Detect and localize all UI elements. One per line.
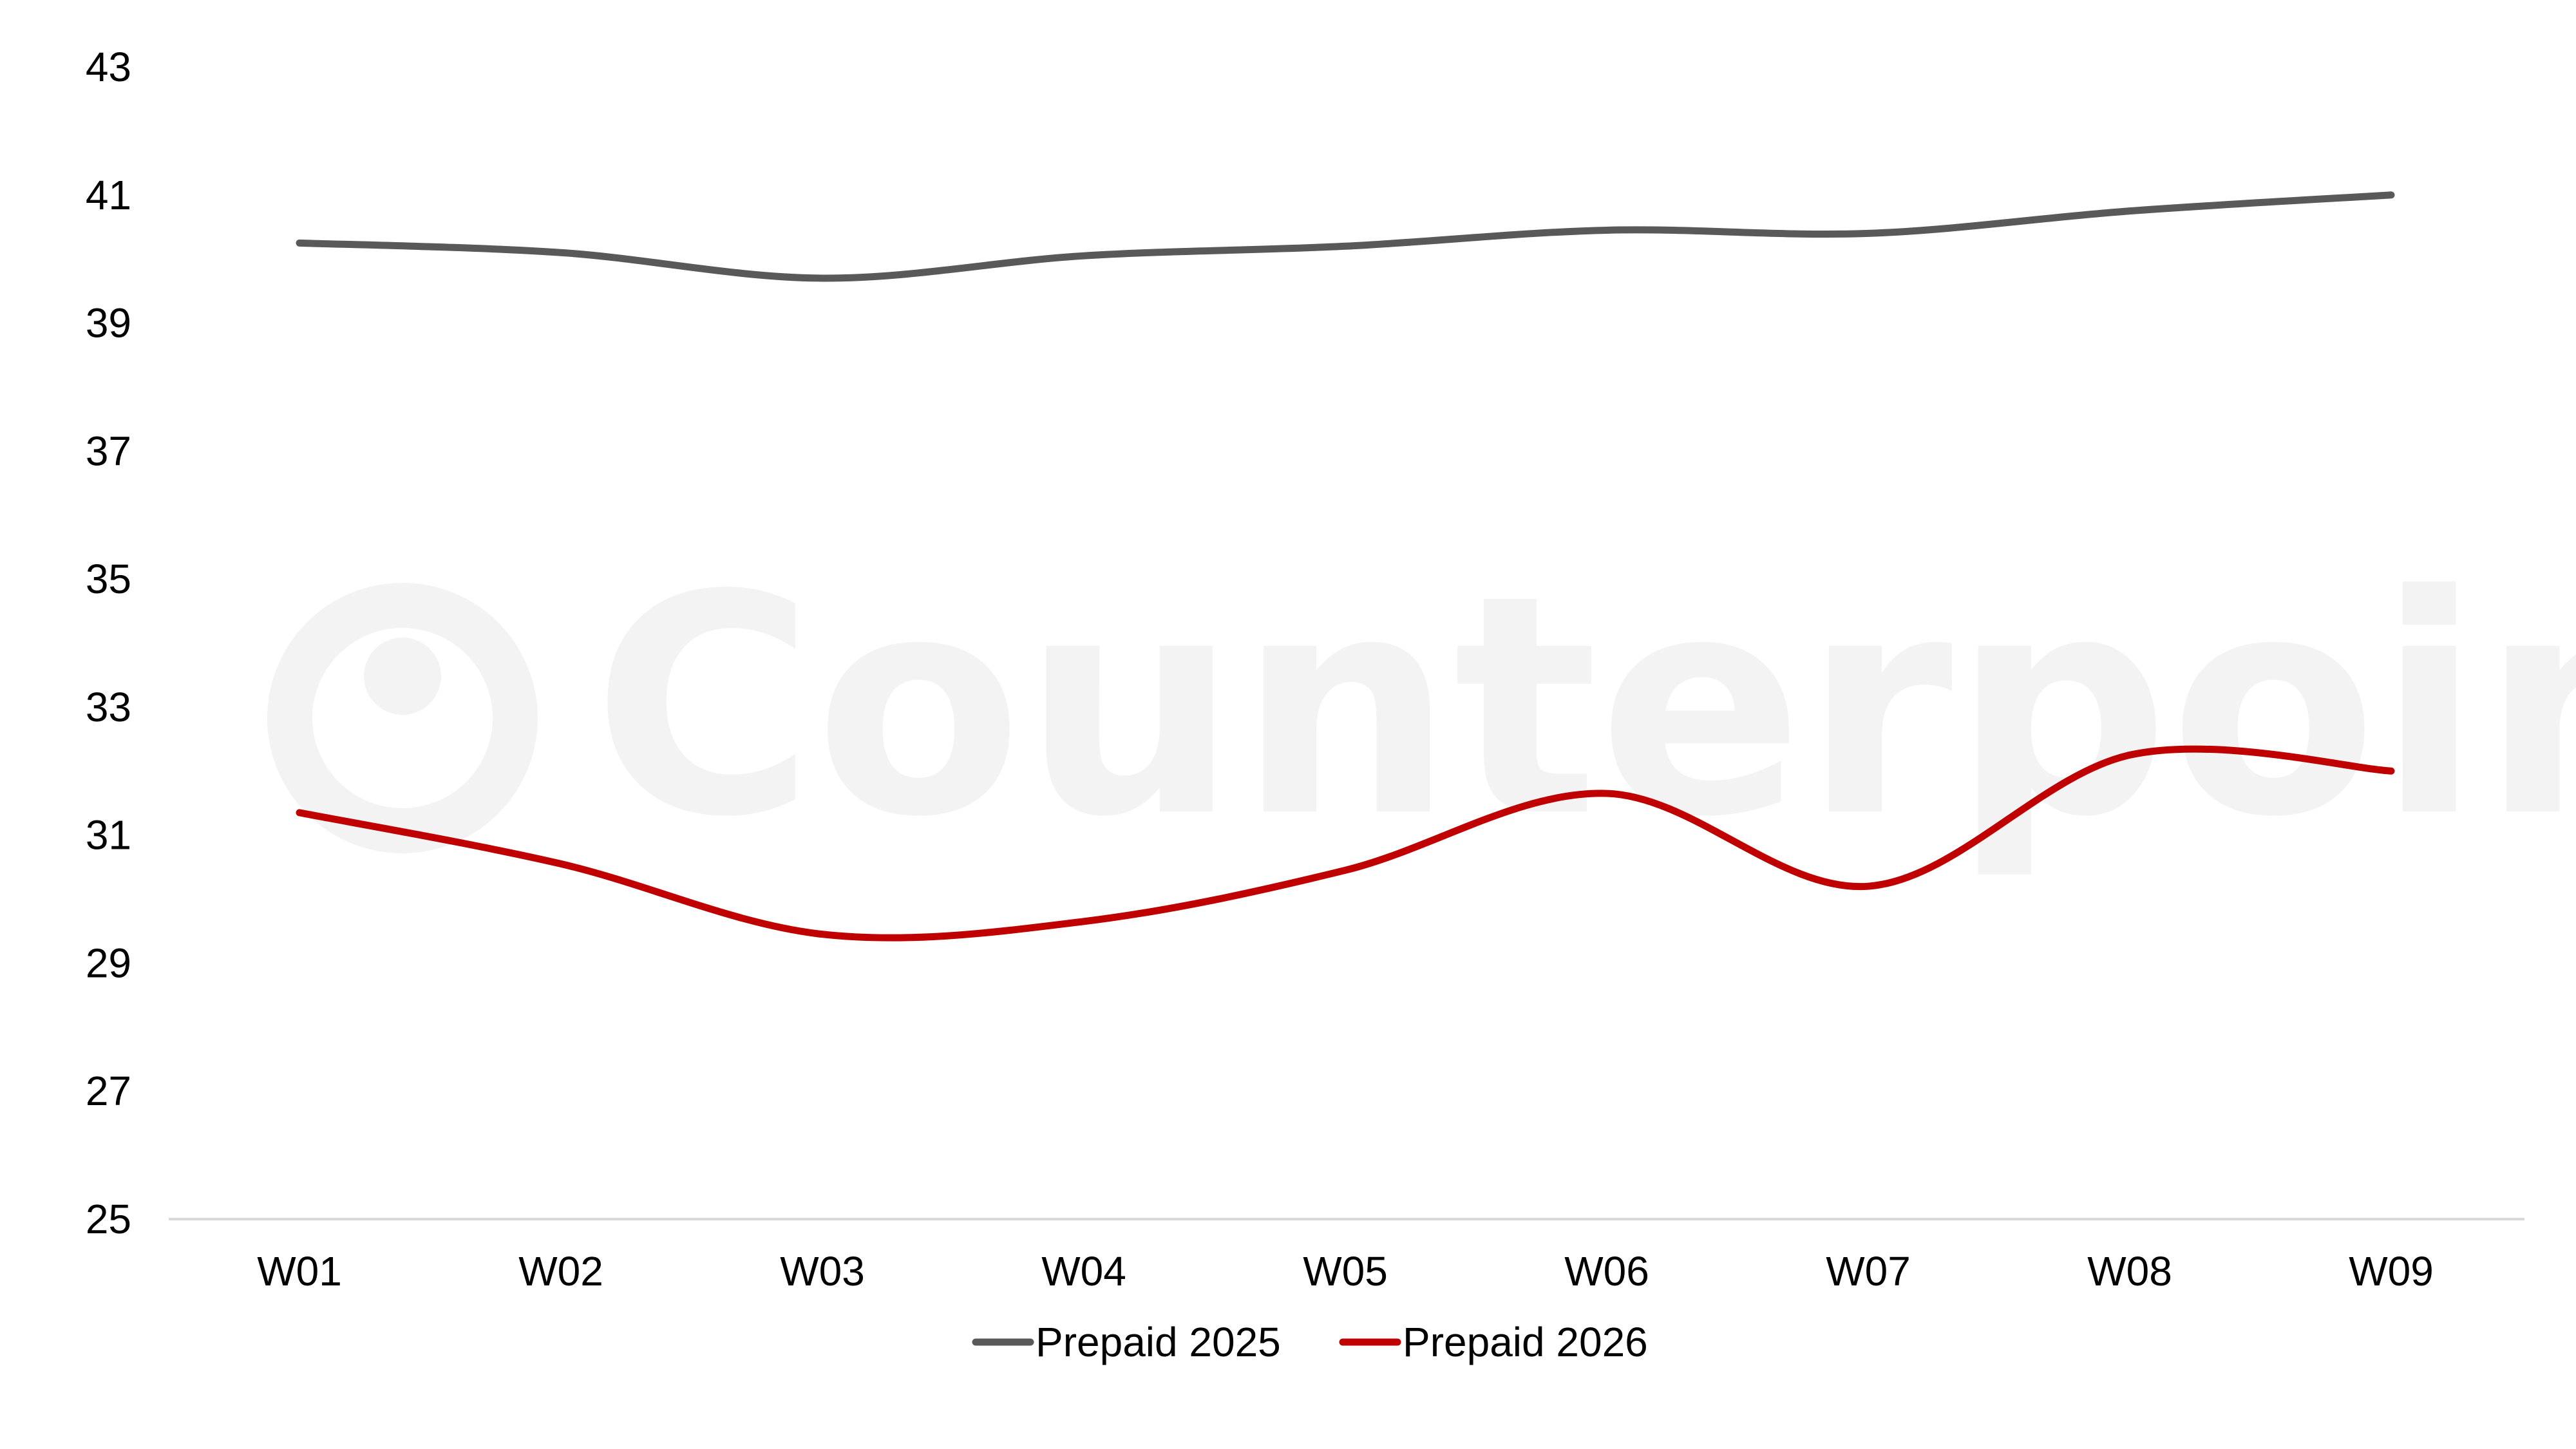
watermark: Counterpoint (267, 531, 2576, 883)
legend-item: Prepaid 2026 (1339, 1319, 1648, 1365)
data-point (2387, 767, 2395, 775)
data-point (1341, 242, 1349, 250)
data-point (819, 274, 826, 282)
data-point (1603, 790, 1611, 797)
data-point (557, 249, 565, 256)
data-point (2126, 207, 2134, 215)
data-point (1864, 882, 1872, 890)
x-tick-label: W07 (1826, 1248, 1911, 1294)
y-tick-label: 25 (86, 1196, 131, 1242)
x-tick-label: W01 (257, 1248, 342, 1294)
data-point (296, 809, 303, 817)
data-point (296, 239, 303, 247)
data-point (819, 931, 826, 938)
y-tick-label: 33 (86, 684, 131, 730)
y-tick-label: 27 (86, 1068, 131, 1114)
watermark-text: Counterpoint (592, 531, 2576, 883)
data-point (557, 860, 565, 867)
series-layer (296, 191, 2395, 942)
y-tick-label: 31 (86, 812, 131, 858)
legend: Prepaid 2025 Prepaid 2026 (972, 1319, 1648, 1365)
data-point (1080, 918, 1088, 925)
y-tick-label: 43 (86, 44, 131, 90)
legend-label: Prepaid 2025 (1036, 1319, 1281, 1365)
series-line-prepaid-2025 (296, 191, 2395, 282)
x-tick-label: W04 (1041, 1248, 1126, 1294)
data-point (2387, 191, 2395, 199)
x-tick-label: W05 (1303, 1248, 1388, 1294)
x-tick-label: W06 (1564, 1248, 1649, 1294)
data-point (1864, 229, 1872, 237)
counterpoint-logo-icon (267, 583, 538, 853)
y-tick-label: 37 (86, 428, 131, 474)
y-tick-label: 39 (86, 300, 131, 346)
legend-item: Prepaid 2025 (972, 1319, 1281, 1365)
x-tick-label: W08 (2087, 1248, 2172, 1294)
y-tick-label: 29 (86, 940, 131, 986)
data-point (2126, 751, 2134, 759)
x-tick-label: W03 (780, 1248, 865, 1294)
y-axis: 25 27 29 31 33 35 37 39 41 43 (86, 44, 131, 1242)
y-tick-label: 41 (86, 172, 131, 218)
data-point (1341, 866, 1349, 874)
x-tick-label: W09 (2349, 1248, 2434, 1294)
x-tick-label: W02 (518, 1248, 603, 1294)
data-point (1603, 226, 1611, 234)
x-axis: W01 W02 W03 W04 W05 W06 W07 W08 W09 (257, 1248, 2434, 1294)
data-point (1080, 252, 1088, 260)
y-tick-label: 35 (86, 556, 131, 602)
series-line-prepaid-2026 (296, 745, 2395, 942)
legend-label: Prepaid 2026 (1403, 1319, 1648, 1365)
